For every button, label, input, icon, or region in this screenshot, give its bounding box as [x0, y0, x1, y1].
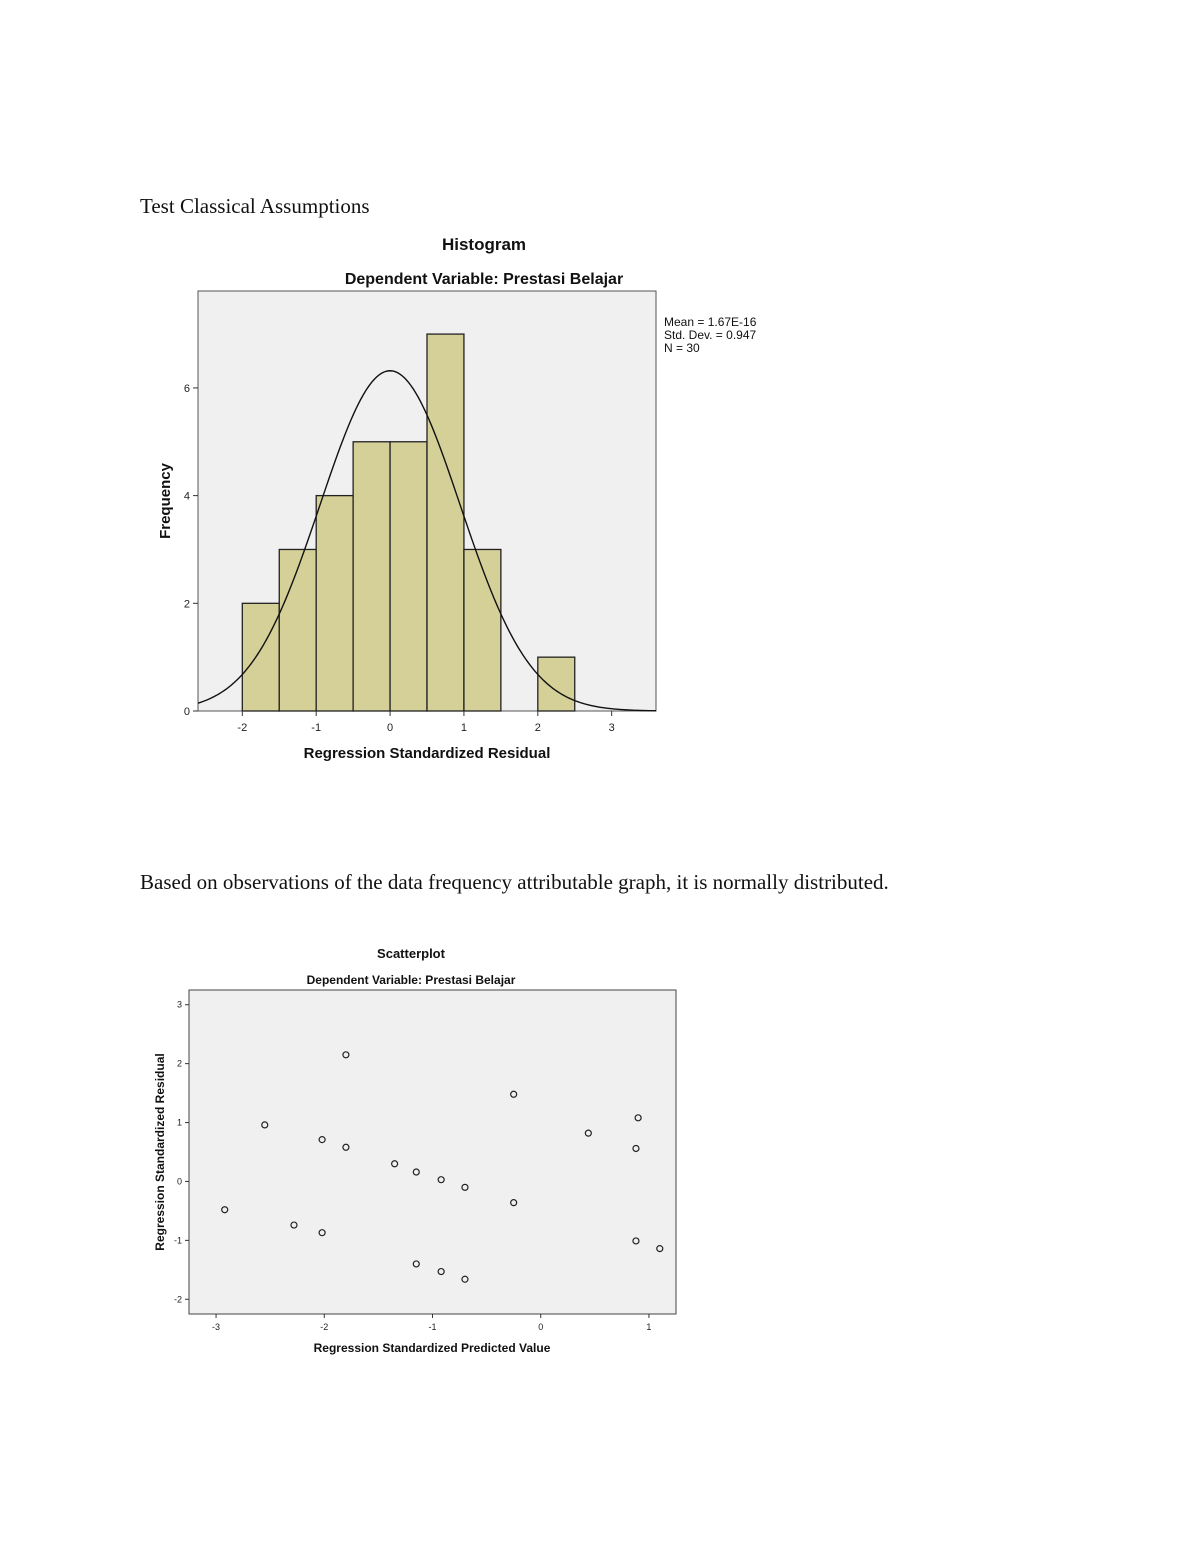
scatter-y-axis-label: Regression Standardized Residual [153, 1053, 167, 1250]
scatter-y-tick-label: 0 [177, 1176, 182, 1186]
scatter-plot-area [189, 990, 676, 1314]
scatter-y-tick-label: 2 [177, 1059, 182, 1069]
scatter-y-tick-label: -2 [174, 1294, 182, 1304]
scatter-x-tick-label: -2 [320, 1322, 328, 1332]
scatter-y-tick-label: 3 [177, 1000, 182, 1010]
scatter-y-tick-label: 1 [177, 1118, 182, 1128]
scatter-y-tick-label: -1 [174, 1235, 182, 1245]
scatter-x-tick-label: 1 [646, 1322, 651, 1332]
scatter-x-axis-label: Regression Standardized Predicted Value [314, 1341, 551, 1355]
scatter-title: Scatterplot [377, 946, 446, 961]
scatter-subtitle: Dependent Variable: Prestasi Belajar [307, 973, 516, 987]
scatter-x-tick-label: -1 [428, 1322, 436, 1332]
scatter-x-tick-label: 0 [538, 1322, 543, 1332]
scatter-x-tick-label: -3 [212, 1322, 220, 1332]
